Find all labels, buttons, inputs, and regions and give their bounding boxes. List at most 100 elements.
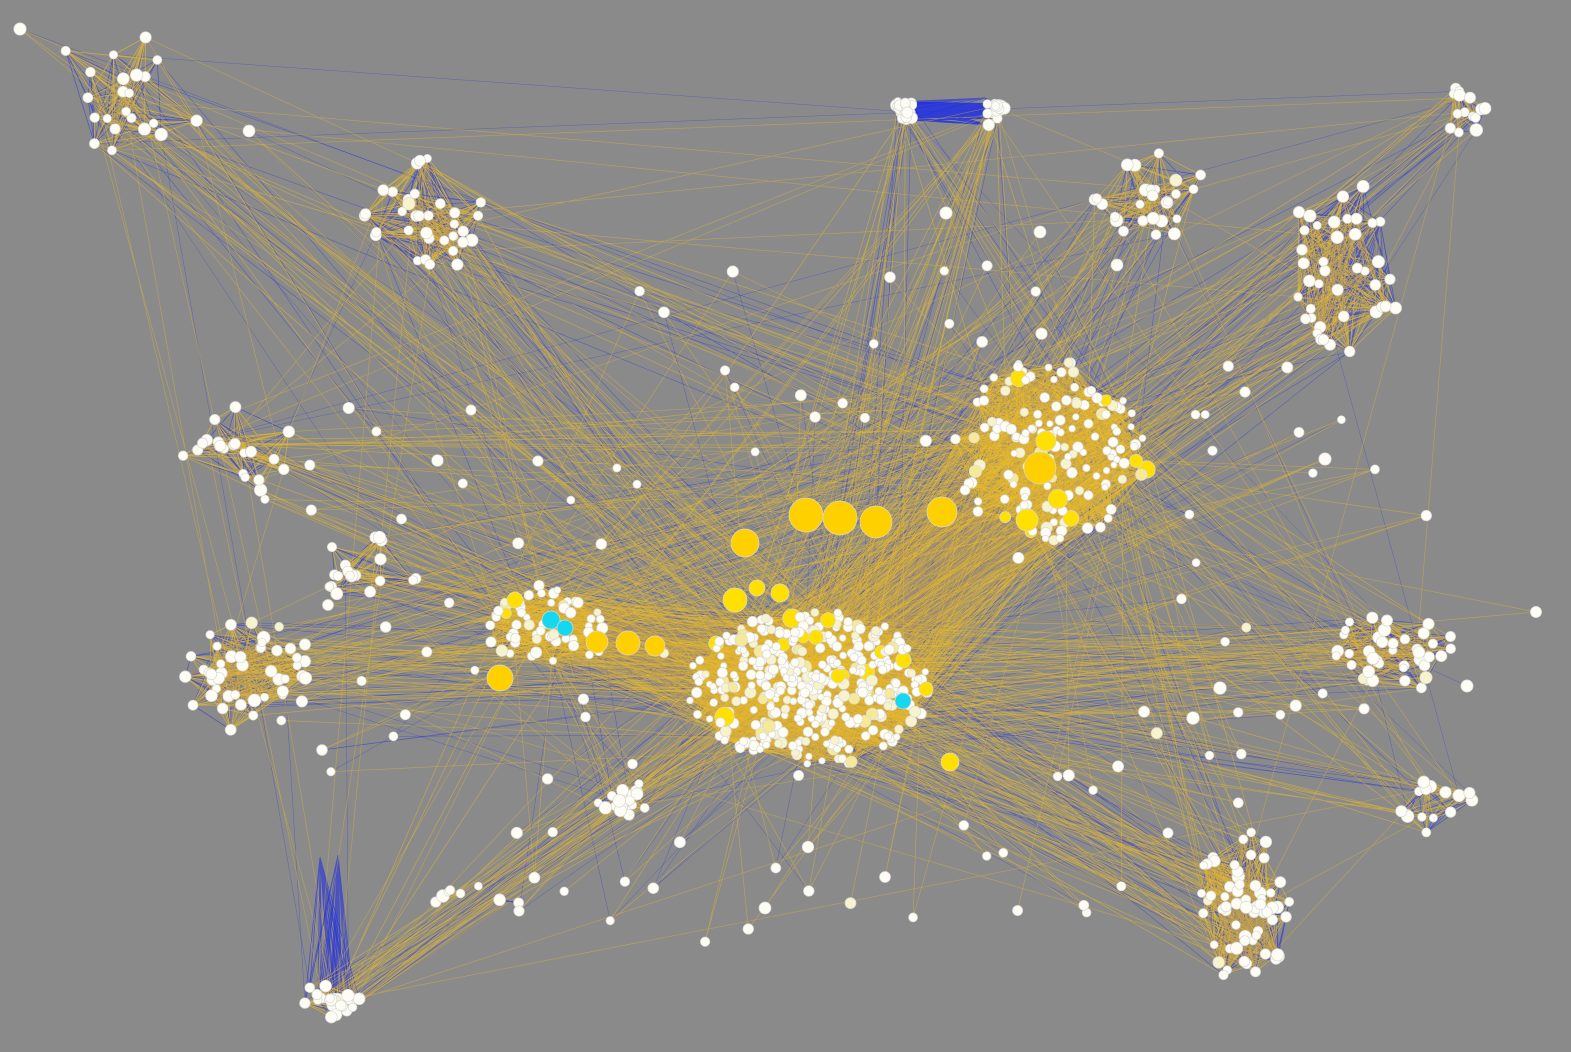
graph-node-hub[interactable] bbox=[788, 497, 824, 533]
graph-node[interactable] bbox=[448, 245, 459, 256]
graph-node[interactable] bbox=[880, 622, 889, 631]
graph-node[interactable] bbox=[248, 710, 259, 721]
graph-node[interactable] bbox=[762, 649, 772, 659]
graph-node[interactable] bbox=[863, 641, 874, 652]
graph-node[interactable] bbox=[13, 22, 27, 36]
graph-node[interactable] bbox=[530, 646, 543, 659]
graph-node[interactable] bbox=[510, 633, 521, 644]
graph-node[interactable] bbox=[531, 634, 542, 644]
graph-node[interactable] bbox=[1033, 409, 1043, 419]
graph-node[interactable] bbox=[342, 401, 355, 415]
graph-node[interactable] bbox=[107, 145, 117, 156]
graph-node[interactable] bbox=[801, 840, 815, 854]
graph-node[interactable] bbox=[330, 587, 344, 601]
graph-node[interactable] bbox=[431, 454, 444, 467]
graph-node[interactable] bbox=[413, 210, 425, 222]
graph-node[interactable] bbox=[756, 624, 767, 634]
graph-node-hub[interactable] bbox=[644, 635, 666, 657]
graph-node[interactable] bbox=[627, 758, 638, 770]
graph-node[interactable] bbox=[959, 484, 971, 496]
graph-node[interactable] bbox=[998, 847, 1009, 858]
graph-node[interactable] bbox=[860, 731, 871, 741]
graph-node[interactable] bbox=[1423, 651, 1435, 663]
graph-node[interactable] bbox=[1200, 410, 1210, 420]
graph-node[interactable] bbox=[1095, 521, 1106, 533]
graph-node[interactable] bbox=[457, 478, 468, 489]
graph-node[interactable] bbox=[709, 682, 717, 691]
graph-node[interactable] bbox=[857, 686, 869, 698]
graph-node[interactable] bbox=[116, 72, 130, 86]
graph-node[interactable] bbox=[893, 733, 901, 741]
graph-node[interactable] bbox=[1274, 876, 1287, 888]
graph-node[interactable] bbox=[1384, 273, 1396, 285]
graph-node[interactable] bbox=[1056, 367, 1067, 378]
graph-node[interactable] bbox=[1300, 313, 1311, 325]
graph-node[interactable] bbox=[1019, 407, 1029, 417]
graph-node[interactable] bbox=[797, 646, 808, 657]
graph-node[interactable] bbox=[1062, 769, 1075, 782]
graph-node[interactable] bbox=[686, 696, 694, 705]
graph-node-hub[interactable] bbox=[770, 583, 790, 603]
graph-node[interactable] bbox=[716, 667, 728, 679]
graph-node[interactable] bbox=[777, 656, 787, 666]
graph-node[interactable] bbox=[1389, 301, 1402, 315]
graph-node[interactable] bbox=[1205, 890, 1217, 902]
graph-node[interactable] bbox=[883, 732, 893, 741]
graph-node[interactable] bbox=[326, 542, 338, 553]
graph-node[interactable] bbox=[457, 236, 469, 248]
graph-node[interactable] bbox=[838, 634, 847, 642]
graph-node[interactable] bbox=[595, 614, 605, 624]
graph-node[interactable] bbox=[1044, 363, 1053, 372]
graph-node[interactable] bbox=[1012, 551, 1025, 564]
graph-node[interactable] bbox=[402, 197, 416, 211]
graph-node[interactable] bbox=[1317, 688, 1328, 699]
graph-node[interactable] bbox=[1198, 908, 1209, 919]
graph-node[interactable] bbox=[124, 88, 134, 98]
graph-node[interactable] bbox=[408, 575, 418, 586]
graph-node[interactable] bbox=[1116, 881, 1127, 892]
graph-node[interactable] bbox=[762, 719, 776, 733]
graph-node[interactable] bbox=[1317, 333, 1330, 346]
graph-node[interactable] bbox=[439, 235, 450, 246]
graph-node[interactable] bbox=[379, 621, 392, 633]
graph-node[interactable] bbox=[811, 732, 820, 742]
graph-node[interactable] bbox=[1258, 852, 1270, 864]
graph-node[interactable] bbox=[906, 668, 916, 678]
graph-node[interactable] bbox=[777, 726, 789, 738]
graph-node[interactable] bbox=[257, 637, 267, 647]
graph-node[interactable] bbox=[230, 690, 241, 700]
graph-node[interactable] bbox=[1082, 463, 1091, 473]
graph-node[interactable] bbox=[794, 389, 807, 402]
graph-node[interactable] bbox=[445, 885, 456, 896]
graph-node[interactable] bbox=[276, 715, 287, 726]
graph-node[interactable] bbox=[864, 695, 875, 706]
graph-node[interactable] bbox=[235, 699, 247, 711]
graph-node[interactable] bbox=[1318, 256, 1329, 267]
graph-node[interactable] bbox=[1259, 948, 1271, 960]
graph-node[interactable] bbox=[1063, 357, 1074, 368]
graph-node[interactable] bbox=[879, 871, 891, 883]
graph-node[interactable] bbox=[874, 686, 884, 696]
graph-node[interactable] bbox=[1232, 797, 1244, 809]
graph-node[interactable] bbox=[1030, 286, 1041, 297]
graph-node[interactable] bbox=[877, 664, 888, 675]
graph-node[interactable] bbox=[1078, 899, 1090, 911]
graph-node[interactable] bbox=[1435, 650, 1448, 663]
graph-node[interactable] bbox=[768, 664, 779, 676]
graph-node[interactable] bbox=[565, 607, 577, 619]
graph-node[interactable] bbox=[1055, 534, 1065, 543]
graph-node[interactable] bbox=[805, 752, 813, 761]
graph-node[interactable] bbox=[224, 723, 237, 736]
graph-node[interactable] bbox=[260, 692, 270, 702]
graph-node-highlighted[interactable] bbox=[894, 692, 912, 710]
graph-node[interactable] bbox=[828, 719, 836, 727]
graph-node[interactable] bbox=[738, 660, 749, 671]
graph-node[interactable] bbox=[1009, 480, 1018, 489]
graph-node[interactable] bbox=[1172, 214, 1182, 224]
graph-node[interactable] bbox=[197, 437, 209, 449]
graph-node[interactable] bbox=[1241, 622, 1252, 633]
graph-node[interactable] bbox=[465, 404, 477, 416]
graph-node[interactable] bbox=[720, 735, 729, 745]
graph-node[interactable] bbox=[1416, 682, 1427, 694]
graph-node[interactable] bbox=[1066, 467, 1078, 479]
